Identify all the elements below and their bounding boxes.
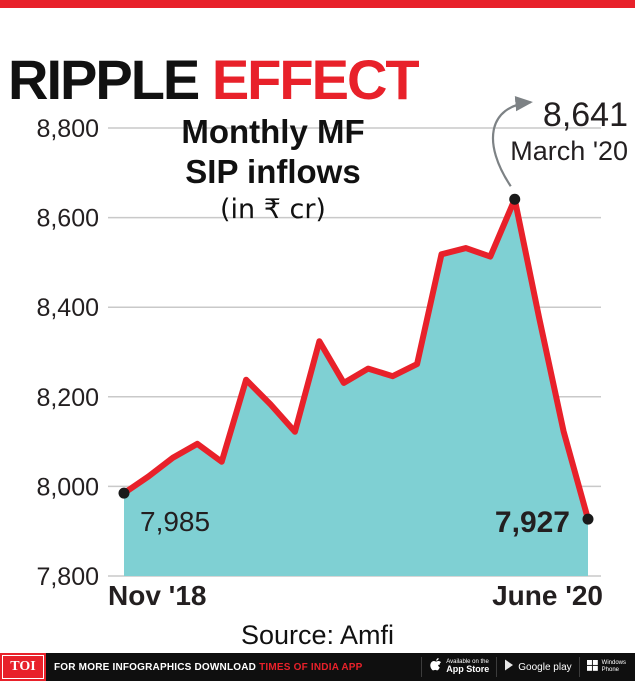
app-store-badge: Available on the App Store bbox=[421, 656, 496, 678]
store-badges: Available on the App Store Google play bbox=[421, 653, 633, 681]
annotation-peak-date: March '20 bbox=[510, 136, 628, 166]
y-tick-label: 8,400 bbox=[36, 294, 99, 322]
annotation-end-value: 7,927 bbox=[495, 506, 570, 539]
app-store-badge-text: Available on the App Store bbox=[446, 659, 489, 675]
play-triangle-icon bbox=[504, 658, 514, 676]
chart-title-line1: Monthly MF bbox=[181, 113, 365, 150]
windows-phone-line1: Windows bbox=[601, 660, 626, 667]
apple-icon bbox=[429, 657, 442, 677]
chart-title: Monthly MF SIP inflows (in ₹ cr) bbox=[148, 112, 398, 227]
footer-promo-prefix: FOR MORE INFOGRAPHICS DOWNLOAD bbox=[54, 661, 260, 673]
footer-promo-highlight: TIMES OF INDIA APP bbox=[259, 661, 363, 673]
chart-title-line2: SIP inflows bbox=[185, 152, 361, 190]
y-tick-label: 8,800 bbox=[36, 115, 99, 143]
windows-icon bbox=[586, 658, 598, 676]
annotation-peak-value: 8,641 bbox=[543, 96, 628, 134]
annotation-arrow bbox=[491, 95, 533, 187]
windows-phone-badge-text: Windows Phone bbox=[602, 660, 626, 673]
footer-bar: TOI FOR MORE INFOGRAPHICS DOWNLOAD TIMES… bbox=[0, 653, 635, 681]
annotation-start-value: 7,985 bbox=[140, 506, 210, 537]
y-tick-label: 8,200 bbox=[36, 384, 99, 412]
y-tick-label: 7,800 bbox=[36, 563, 99, 591]
trend-line bbox=[121, 196, 591, 523]
app-store-line1: Available on the bbox=[446, 658, 489, 665]
windows-phone-badge: Windows Phone bbox=[578, 656, 633, 678]
chart-unit-label: (in ₹ cr) bbox=[220, 194, 326, 226]
y-tick-label: 8,600 bbox=[36, 205, 99, 233]
google-play-badge: Google play bbox=[496, 656, 578, 678]
y-tick-label: 8,000 bbox=[36, 473, 99, 501]
data-point-dot bbox=[509, 193, 521, 205]
data-point-dot bbox=[118, 487, 130, 499]
toi-logo: TOI bbox=[0, 653, 46, 681]
area-fill bbox=[124, 199, 588, 576]
windows-phone-line2: Phone bbox=[601, 667, 620, 673]
x-label-start: Nov '18 bbox=[108, 580, 206, 611]
source-label: Source: Amfi bbox=[240, 620, 395, 650]
page-title: RIPPLE EFFECT bbox=[8, 51, 420, 108]
sip-inflows-area-chart: 7,800 8,000 8,200 8,400 8,600 8,800 Nov '18 Jun… bbox=[36, 95, 628, 611]
footer-promo-text: FOR MORE INFOGRAPHICS DOWNLOAD TIMES OF … bbox=[54, 662, 363, 673]
page-title-black: RIPPLE bbox=[8, 47, 200, 111]
page-title-red-text: EFFECT bbox=[211, 47, 420, 111]
app-store-line2: App Store bbox=[446, 664, 490, 675]
google-play-label: Google play bbox=[518, 661, 572, 673]
data-point-dot bbox=[582, 513, 594, 525]
top-red-rule bbox=[0, 0, 635, 8]
x-label-end: June '20 bbox=[492, 580, 603, 611]
